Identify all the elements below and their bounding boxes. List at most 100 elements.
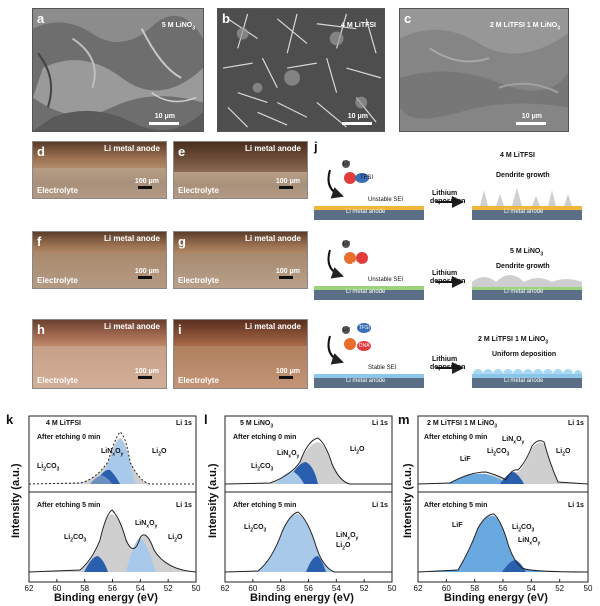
optical-e-electrolyte-region bbox=[174, 172, 307, 198]
x-tick-label: 52 bbox=[555, 584, 564, 593]
optical-d-electrolyte-region bbox=[33, 168, 166, 198]
optical-f-top-label: Li metal anode bbox=[103, 234, 160, 243]
sem-b-scale-bar bbox=[342, 122, 372, 125]
l-b-peak-li2co3: Li2CO3 bbox=[244, 524, 267, 534]
panel-label-e: e bbox=[178, 144, 186, 159]
j-r3-anode-right: Li metal anode bbox=[504, 378, 544, 384]
x-tick-label: 54 bbox=[527, 584, 536, 593]
optical-image-h: h Li metal anode 100 μm Electrolyte bbox=[32, 319, 167, 389]
optical-h-top-label: Li metal anode bbox=[103, 322, 160, 331]
panel-label-d: d bbox=[37, 144, 45, 159]
optical-i-bottom-label: Electrolyte bbox=[178, 376, 219, 385]
j-r2-ion-li: Li⁺ bbox=[343, 241, 351, 247]
x-tick-label: 58 bbox=[276, 584, 285, 593]
optical-i-anode-region bbox=[174, 320, 307, 346]
panel-label-g: g bbox=[178, 234, 186, 249]
sem-a-scale-bar bbox=[149, 122, 179, 125]
sem-a-sample: 5 M LiNO3 bbox=[161, 22, 195, 32]
m-bottom-core: Li 1s bbox=[568, 502, 584, 509]
x-tick-label: 54 bbox=[136, 584, 145, 593]
k-peak-linxoy: LiNxOy bbox=[101, 448, 124, 458]
j-r2-sei: Unstable SEI bbox=[368, 277, 404, 283]
optical-e-scale-bar bbox=[279, 186, 293, 189]
j-r3-sei: Stable SEI bbox=[368, 365, 397, 371]
optical-image-f: f Li metal anode 100 μm Electrolyte bbox=[32, 231, 167, 289]
l-b-peak-linxoy: LiNxOy bbox=[336, 532, 359, 542]
x-tick-label: 50 bbox=[584, 584, 593, 593]
optical-g-top-label: Li metal anode bbox=[244, 234, 301, 243]
optical-i-top-label: Li metal anode bbox=[244, 322, 301, 331]
sem-image-b: b 4 M LiTFSI 10 μm bbox=[217, 8, 385, 132]
j-r2-ion-no3: NO₃⁻ bbox=[352, 262, 365, 268]
l-peak-li2o: Li2O bbox=[350, 446, 365, 456]
panel-label-a: a bbox=[37, 11, 45, 26]
optical-image-d: d Li metal anode 100 μm Electrolyte bbox=[32, 141, 167, 199]
j-r1-anode-left: Li metal anode bbox=[346, 209, 386, 215]
panel-label-c: c bbox=[404, 11, 412, 26]
panel-label-m: m bbox=[398, 412, 410, 427]
j-r2-arrow-text2: deposition bbox=[430, 278, 466, 285]
l-top-etch: After etching 0 min bbox=[233, 434, 297, 441]
x-tick-label: 60 bbox=[248, 584, 257, 593]
k-title: 4 M LiTFSI bbox=[46, 420, 81, 427]
m-b-peak-lif: LiF bbox=[452, 522, 463, 529]
l-b-peak-li2o: Li2O bbox=[336, 542, 351, 552]
optical-e-anode-region bbox=[174, 142, 307, 172]
schematic-row-1 bbox=[314, 160, 582, 220]
optical-e-scale-text: 100 μm bbox=[275, 178, 300, 185]
x-tick-label: 60 bbox=[52, 584, 61, 593]
optical-e-bottom-label: Electrolyte bbox=[178, 186, 219, 195]
j-r2-anode-right: Li metal anode bbox=[504, 289, 544, 295]
optical-g-scale-bar bbox=[279, 276, 293, 279]
schematic-row-2 bbox=[314, 240, 582, 300]
sem-image-a: a 5 M LiNO3 10 μm bbox=[32, 8, 204, 132]
j-r1-result: Dendrite growth bbox=[496, 172, 550, 179]
x-tick-label: 60 bbox=[442, 584, 451, 593]
xps-ticks: 62 60 58 56 54 52 50 62 60 58 56 54 52 50 62 60 58 56 54 52… bbox=[25, 579, 593, 593]
j-r3-result: Uniform deposition bbox=[492, 351, 557, 358]
optical-i-scale-bar bbox=[279, 376, 293, 379]
j-r1-ion-li: Li⁺ bbox=[343, 161, 351, 167]
optical-e-top-label: Li metal anode bbox=[244, 144, 301, 153]
x-tick-label: 58 bbox=[80, 584, 89, 593]
panel-label-l: l bbox=[204, 412, 208, 427]
optical-d-scale-text: 100 μm bbox=[134, 178, 159, 185]
optical-h-scale-bar bbox=[138, 376, 152, 379]
optical-g-scale-text: 100 μm bbox=[275, 268, 300, 275]
optical-f-scale-text: 100 μm bbox=[134, 268, 159, 275]
m-b-peak-linxoy: LiNxOy bbox=[518, 537, 541, 547]
x-tick-label: 58 bbox=[470, 584, 479, 593]
k-b-peak-linxoy: LiNxOy bbox=[135, 520, 158, 530]
optical-image-i: i Li metal anode 100 μm Electrolyte bbox=[173, 319, 308, 389]
l-peak-linxoy: LiNxOy bbox=[277, 450, 300, 460]
j-r2-anode-left: Li metal anode bbox=[346, 289, 386, 295]
x-tick-label: 50 bbox=[388, 584, 397, 593]
optical-d-scale-bar bbox=[138, 186, 152, 189]
m-b-peak-li2co3: Li2CO3 bbox=[512, 524, 535, 534]
k-xlabel: Binding energy (eV) bbox=[54, 592, 158, 604]
sem-c-sample: 2 M LiTFSI 1 M LiNO3 bbox=[489, 22, 560, 32]
j-r1-anode-right: Li metal anode bbox=[504, 209, 544, 215]
x-tick-label: 62 bbox=[25, 584, 34, 593]
optical-h-electrolyte-region bbox=[33, 346, 166, 388]
xps-panel-m bbox=[417, 415, 589, 583]
l-peak-li2co3: Li2CO3 bbox=[251, 463, 274, 473]
optical-i-scale-text: 100 μm bbox=[275, 368, 300, 375]
l-core: Li 1s bbox=[372, 420, 388, 427]
k-b-peak-li2co3: Li2CO3 bbox=[64, 534, 87, 544]
m-peak-li2co3: Li2CO3 bbox=[487, 448, 510, 458]
x-tick-label: 54 bbox=[332, 584, 341, 593]
j-r1-title: 4 M LiTFSI bbox=[500, 152, 535, 159]
k-core: Li 1s bbox=[176, 420, 192, 427]
optical-h-bottom-label: Electrolyte bbox=[37, 376, 78, 385]
j-r3-ion-li: Li⁺ bbox=[343, 327, 351, 333]
x-tick-label: 52 bbox=[164, 584, 173, 593]
j-r2-arrow-text1: Lithium bbox=[432, 270, 458, 277]
j-r3-anode-left: Li metal anode bbox=[346, 378, 386, 384]
j-r1-sei: Unstable SEI bbox=[368, 197, 404, 203]
optical-d-bottom-label: Electrolyte bbox=[37, 186, 78, 195]
optical-h-scale-text: 100 μm bbox=[134, 368, 159, 375]
optical-f-scale-bar bbox=[138, 276, 152, 279]
optical-d-anode-region bbox=[33, 142, 166, 168]
j-r1-arrow-text1: Lithium bbox=[432, 190, 458, 197]
